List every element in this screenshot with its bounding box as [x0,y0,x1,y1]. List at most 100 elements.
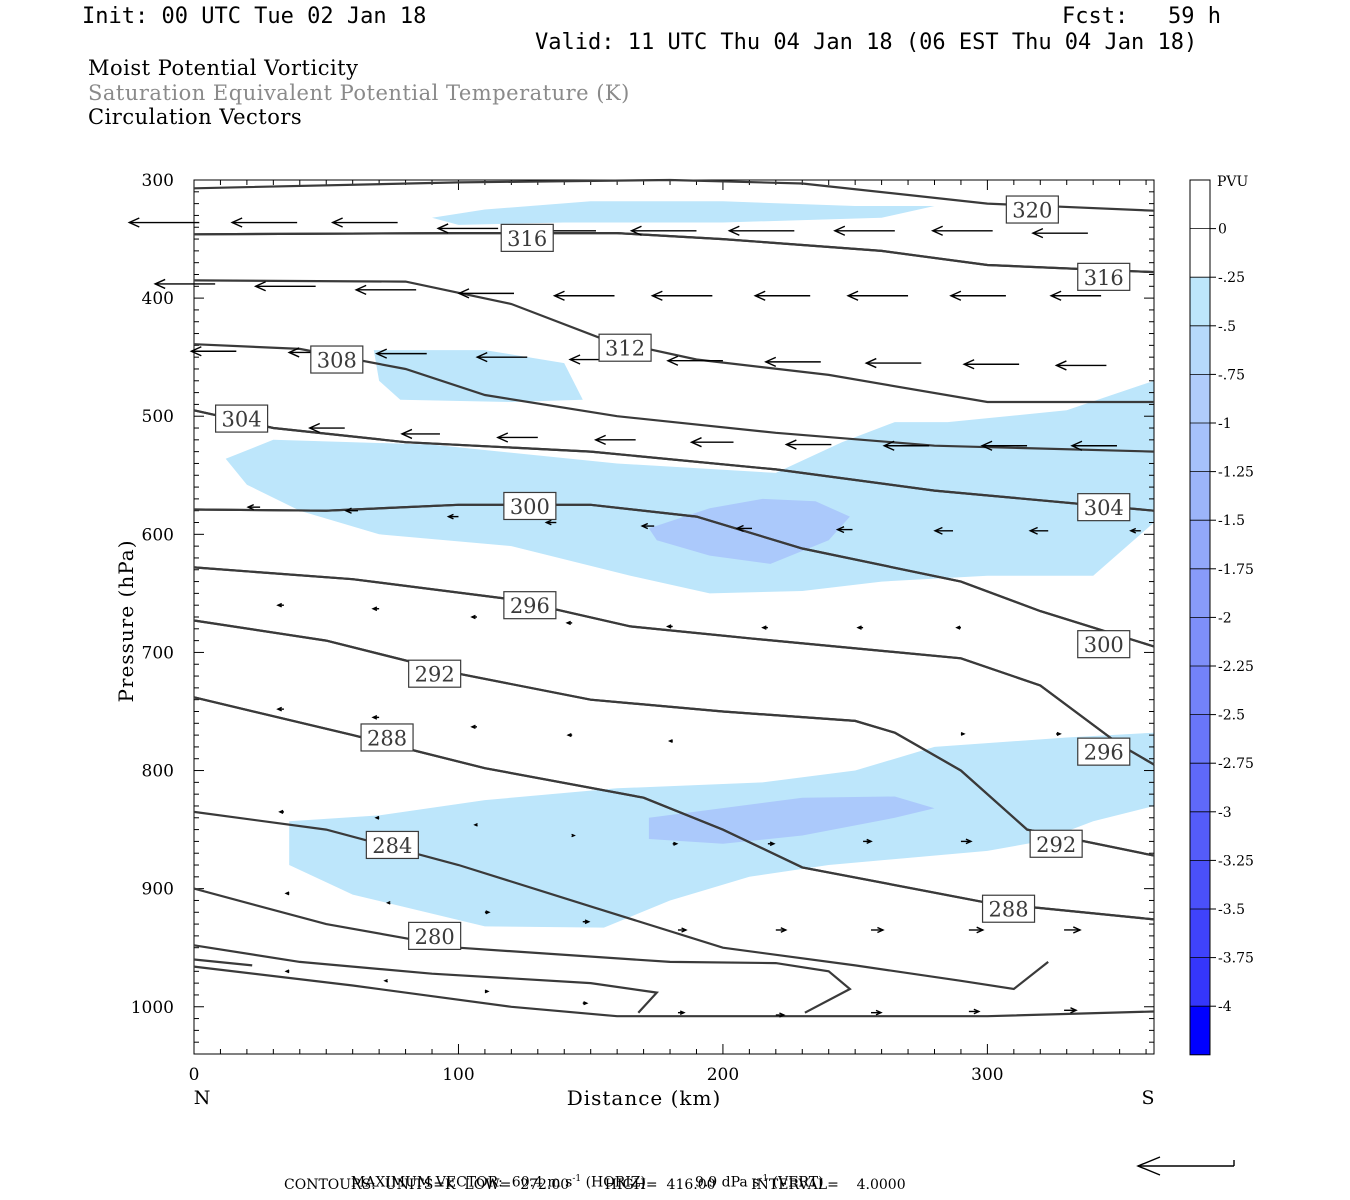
vector-head [371,715,378,720]
north-label: N [194,1087,211,1109]
thetae-contour-272 [193,958,253,967]
vector-head [278,809,284,814]
vector-head [681,927,688,933]
contour-info: CONTOURS: UNITS=K LOW= 272.00 HIGH= 416.… [284,1177,906,1193]
contour-label: 316 [1084,266,1124,290]
circulation-vector [672,841,679,846]
vector-head [475,352,488,363]
thetae-contour-280 [193,887,852,1014]
circulation-vector [484,910,491,915]
colorbar-label: -3 [1218,805,1232,821]
contour-label: 288 [988,898,1028,922]
circulation-vector [330,217,398,228]
circulation-vector [764,356,821,368]
circulation-vector [871,926,885,934]
vector-head [1070,440,1083,451]
y-axis-title: Pressure (hPa) [114,540,138,703]
contour-label-box [981,894,1036,923]
circulation-vector [1064,1007,1078,1014]
colorbar-swatch [1190,860,1210,909]
contour-label: 304 [222,408,262,432]
max-horiz-value: 60.4 m s [511,1174,573,1191]
x-tick-label: 200 [707,1065,739,1085]
circulation-vector [385,901,391,905]
vector-head [552,290,565,301]
vector-head [400,428,413,440]
vector-head [973,1008,981,1015]
init-time: Init: 00 UTC Tue 02 Jan 18 [82,4,427,29]
circulation-vector [496,432,538,443]
vector-head [457,288,470,299]
vector-head [1031,228,1044,239]
contour-label-box [1029,829,1083,858]
vector-head [875,1009,883,1016]
circulation-vector [253,281,316,292]
thetae-contour-304 [193,409,1155,512]
circulation-vector [470,614,477,620]
circulation-vector [565,620,573,626]
vector-head [779,1012,786,1018]
y-tick-label: 800 [142,762,174,782]
circulation-vector [666,355,723,366]
vector-head [955,625,961,630]
circulation-vector [344,507,358,514]
circulation-vector [775,1012,786,1018]
contour-label: 308 [317,349,357,373]
vector-head [284,891,290,896]
forecast-hour: Fcst: 59 h [1062,4,1221,29]
circulation-vector [882,440,930,451]
vector-head [727,225,740,236]
contour-label: 300 [510,495,550,519]
colorbar-swatch [1190,957,1210,1007]
circulation-vector [571,833,576,838]
max-vector-label: MAXIMUM VECTOR: 60.4 m s-1 (HORIZ) 9.9 d… [342,1158,824,1191]
contour-label-box [360,723,414,752]
x-tick-label: 300 [971,1065,1003,1085]
circulation-vector [189,346,237,357]
circulation-vector [835,526,853,534]
thetae-contour-292 [193,619,1155,857]
circulation-vector [930,225,993,236]
vector-head [496,432,509,443]
circulation-vector [1070,440,1117,451]
colorbar-label: -4 [1218,999,1232,1015]
circulation-vector [278,809,284,814]
vector-head [287,347,300,358]
vector-head [571,833,576,838]
circulation-vector [593,434,636,445]
contour-label-box [408,921,462,950]
colorbar-swatch [1190,325,1210,375]
x-axis-title: Distance (km) [567,1086,722,1110]
colorbar-label: -1.75 [1218,562,1254,578]
colorbar-label: -2.25 [1218,659,1254,675]
max-horiz-exponent: -1 [572,1174,582,1184]
colorbar-label: -2.5 [1218,708,1245,724]
vector-head [446,513,454,520]
vector-head [764,356,777,368]
colorbar-label: -3.25 [1218,853,1254,869]
colorbar-swatch [1190,374,1210,423]
colorbar-swatch [1190,228,1210,278]
circulation-vector [980,440,1028,451]
circulation-vector [933,526,954,535]
colorbar-label: -3.5 [1218,902,1245,918]
circulation-vector [846,290,909,301]
circulation-vector [864,357,922,369]
vector-head [284,969,290,974]
vector-head [584,919,591,925]
contour-label: 284 [372,834,412,858]
vector-head [276,706,283,712]
reference-vector-icon [1136,1156,1235,1176]
circulation-vector [677,927,688,933]
south-label: S [1141,1087,1154,1109]
pv-shading-region [648,796,935,844]
vector-head [962,359,975,370]
vector-head [330,217,343,228]
y-tick-label: 300 [142,171,174,191]
vector-head [629,225,642,236]
vector-head [761,625,767,630]
circulation-vector [475,352,528,363]
vector-head [866,838,873,845]
contour-label-box [503,491,557,521]
